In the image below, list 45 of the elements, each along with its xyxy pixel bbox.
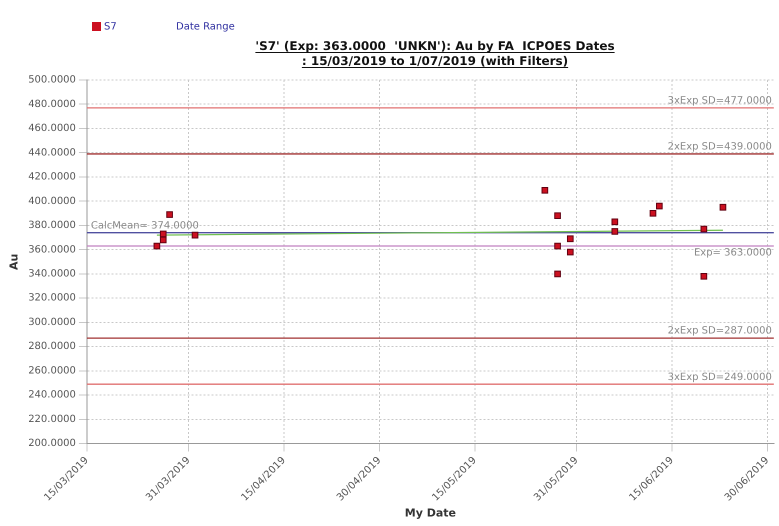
point bbox=[160, 230, 167, 238]
point bbox=[720, 204, 726, 211]
point bbox=[192, 232, 198, 238]
point bbox=[166, 211, 173, 218]
y-tick-label: 480.0000 bbox=[28, 98, 76, 110]
ref-line-label: 3xExp SD=477.0000 bbox=[668, 95, 772, 106]
chart-title: 'S7' (Exp: 363.0000 'UNKN'): Au by FA ICPOES Dates : 15/03/2019 to 1/07/2019 (with Filters) bbox=[255, 39, 615, 68]
y-tick-label: 260.0000 bbox=[28, 365, 76, 376]
y-tick-label: 300.0000 bbox=[28, 316, 76, 328]
ref-line-label: 3xExp SD=249.0000 bbox=[668, 372, 772, 383]
y-tick-label: 220.0000 bbox=[28, 414, 76, 425]
y-tick-label: 340.0000 bbox=[28, 268, 76, 280]
y-tick-label: 460.0000 bbox=[28, 123, 76, 134]
y-tick-label: 380.0000 bbox=[28, 220, 76, 232]
point bbox=[611, 228, 618, 235]
y-tick-label: 400.0000 bbox=[28, 196, 76, 207]
legend-label: S7 bbox=[104, 22, 117, 33]
y-axis-title: Au bbox=[7, 254, 20, 270]
point bbox=[542, 186, 548, 194]
y-tick-label: 420.0000 bbox=[28, 172, 76, 183]
x-axis-title: My Date bbox=[404, 506, 456, 520]
point bbox=[566, 248, 574, 256]
point bbox=[611, 218, 618, 226]
y-tick-label: 240.0000 bbox=[28, 390, 76, 401]
y-tick-label: 280.0000 bbox=[28, 341, 76, 352]
point bbox=[650, 210, 656, 217]
y-tick-label: 440.0000 bbox=[28, 147, 76, 158]
y-tick-label: 500.0000 bbox=[28, 74, 76, 86]
point bbox=[554, 242, 561, 250]
point bbox=[160, 236, 167, 244]
point bbox=[554, 270, 561, 278]
ref-line-label: 2xExp SD=287.0000 bbox=[668, 326, 772, 337]
point bbox=[566, 235, 574, 242]
y-tick-label: 320.0000 bbox=[28, 292, 76, 304]
ref-line-label: CalcMean= 374.0000 bbox=[90, 220, 199, 232]
point bbox=[700, 272, 708, 280]
y-tick-label: 200.0000 bbox=[28, 438, 76, 450]
point bbox=[154, 242, 160, 250]
y-tick-label: 360.0000 bbox=[28, 244, 76, 256]
point bbox=[656, 202, 663, 210]
point bbox=[554, 212, 561, 220]
point bbox=[700, 226, 708, 232]
ref-line-label: 2xExp SD=439.0000 bbox=[668, 142, 772, 153]
text: Date Range bbox=[176, 22, 235, 33]
ref-line-label: Exp= 363.0000 bbox=[694, 248, 772, 259]
